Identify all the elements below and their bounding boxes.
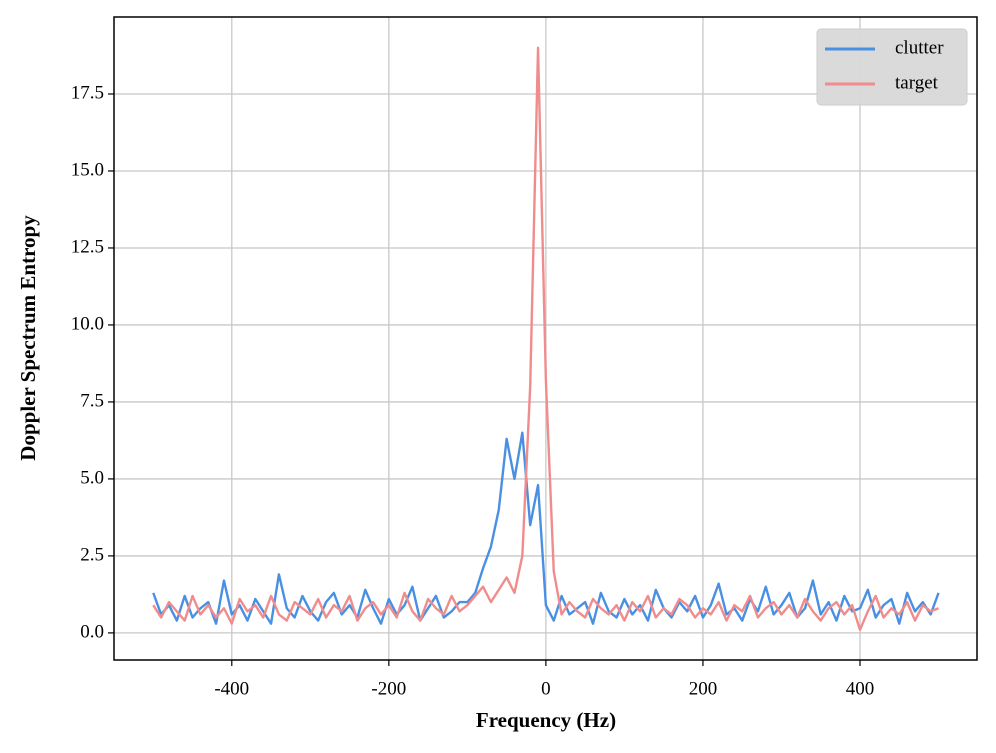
y-tick-label: 0.0 <box>80 621 104 642</box>
x-tick-label: -200 <box>371 678 406 699</box>
data-line <box>152 431 940 625</box>
y-tick-label: 2.5 <box>80 544 104 565</box>
y-tick-label: 17.5 <box>71 82 104 103</box>
y-axis-label: Doppler Spectrum Entropy <box>16 215 40 461</box>
legend-label: clutter <box>895 37 944 58</box>
y-tick-label: 15.0 <box>71 159 104 180</box>
x-tick-label: 0 <box>541 678 551 699</box>
x-tick-label: 200 <box>689 678 718 699</box>
legend-label: target <box>895 72 939 93</box>
x-tick-label: -400 <box>214 678 249 699</box>
y-tick-label: 10.0 <box>71 313 104 334</box>
x-axis-label: Frequency (Hz) <box>476 708 616 732</box>
data-line <box>152 46 939 632</box>
y-tick-label: 7.5 <box>80 390 104 411</box>
x-tick-label: 400 <box>846 678 875 699</box>
y-tick-label: 5.0 <box>80 467 104 488</box>
axes-frame <box>113 16 978 661</box>
y-tick-label: 12.5 <box>71 236 104 257</box>
legend-box <box>816 28 968 106</box>
